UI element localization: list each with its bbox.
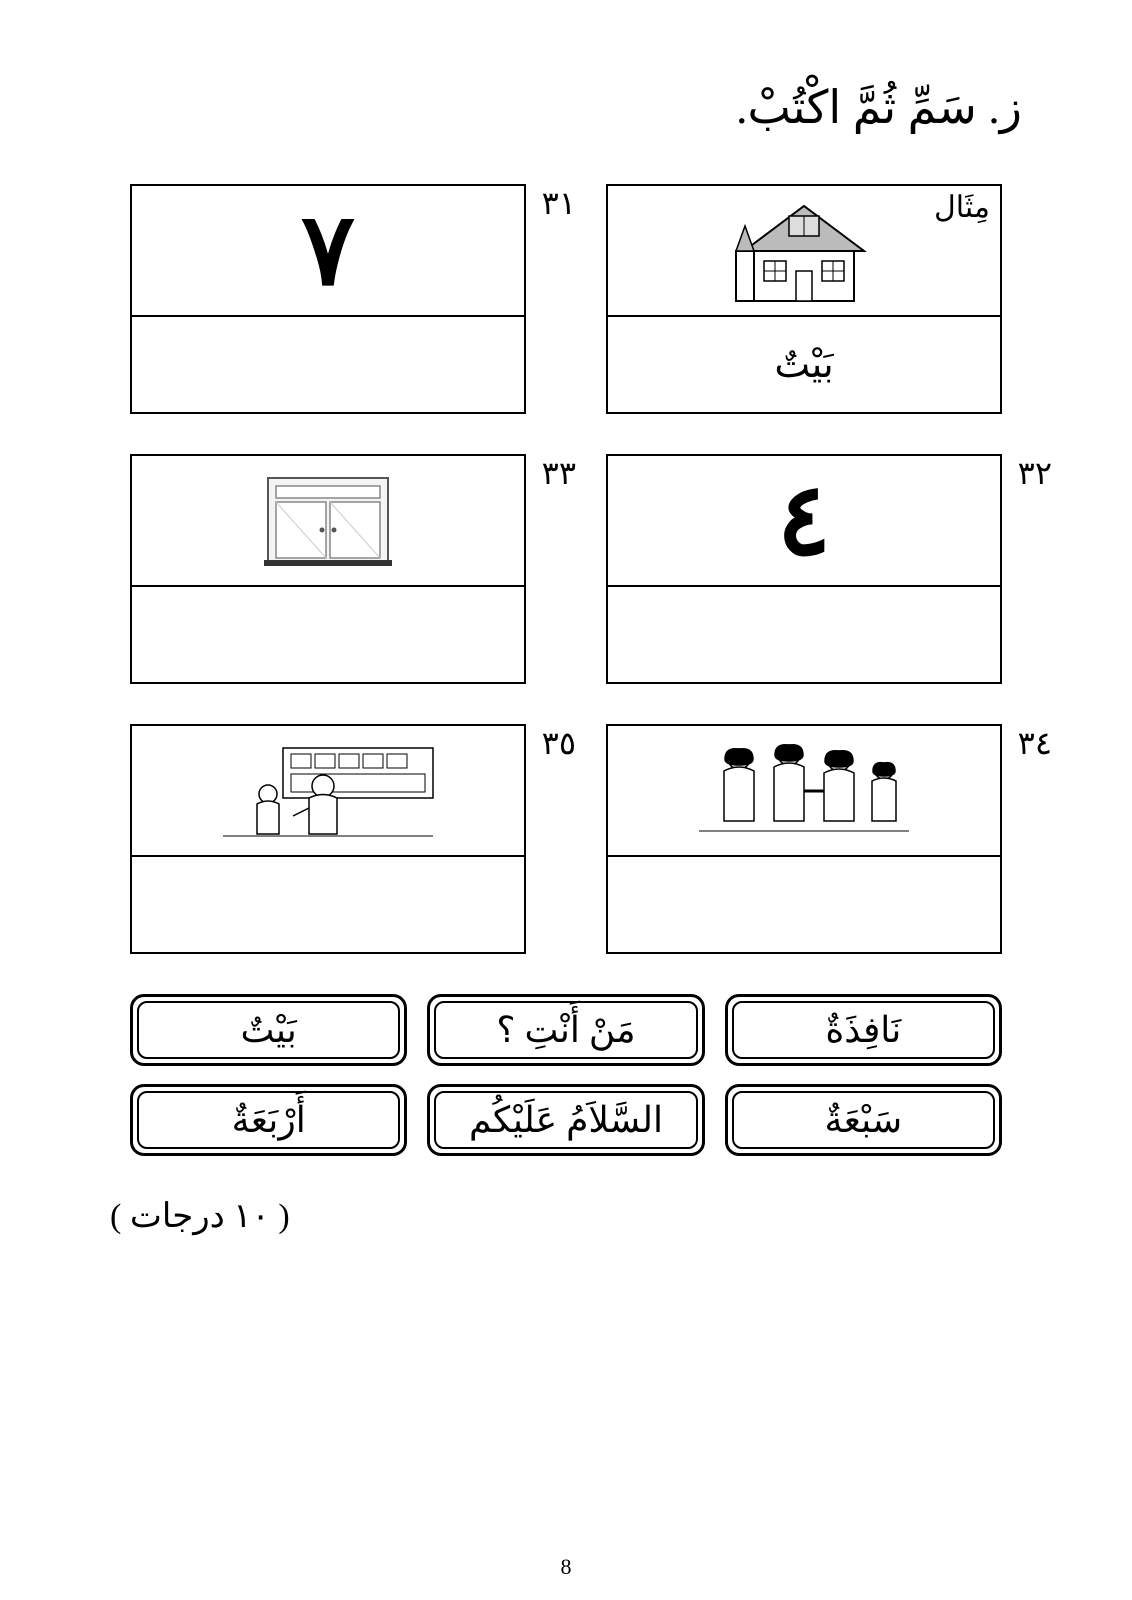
q31-image-area: ٧: [132, 186, 524, 317]
digit-seven: ٧: [301, 201, 355, 301]
word-chip: سَبْعَةٌ: [725, 1084, 1002, 1156]
q33-answer-blank[interactable]: [132, 587, 524, 682]
word-chip-label: مَنْ أَنْتِ ؟: [434, 1001, 697, 1059]
q32-answer-blank[interactable]: [608, 587, 1000, 682]
word-chip-label: بَيْتٌ: [137, 1001, 400, 1059]
q34-box: [606, 724, 1002, 954]
word-chip-label: سَبْعَةٌ: [732, 1091, 995, 1149]
who-are-you-icon: [213, 736, 443, 846]
cell-q35: ٣٥: [130, 724, 526, 954]
q32-box: ٤: [606, 454, 1002, 684]
q33-number: ٣٣: [542, 454, 576, 492]
q34-image-area: [608, 726, 1000, 857]
q33-image-area: [132, 456, 524, 587]
cell-q33: ٣٣: [130, 454, 526, 684]
cell-q34: ٣٤: [606, 724, 1002, 954]
cell-q32: ٣٢ ٤: [606, 454, 1002, 684]
word-chip-label: نَافِذَةٌ: [732, 1001, 995, 1059]
word-chip: نَافِذَةٌ: [725, 994, 1002, 1066]
word-chip-label: السَّلاَمُ عَلَيْكُم: [434, 1091, 697, 1149]
q31-number: ٣١: [542, 184, 576, 222]
q35-image-area: [132, 726, 524, 857]
word-chip-label: أَرْبَعَةٌ: [137, 1091, 400, 1149]
instruction-text: ز. سَمِّ ثُمَّ اكْتُبْ.: [100, 80, 1032, 134]
example-image-area: مِثَال: [608, 186, 1000, 317]
window-icon: [248, 466, 408, 576]
q35-box: [130, 724, 526, 954]
greeting-group-icon: [689, 731, 919, 851]
cell-example: مِثَال بَيْتٌ: [606, 184, 1002, 414]
word-chip: السَّلاَمُ عَلَيْكُم: [427, 1084, 704, 1156]
q32-image-area: ٤: [608, 456, 1000, 587]
example-answer: بَيْتٌ: [608, 317, 1000, 412]
house-icon: [704, 191, 904, 311]
word-chip: بَيْتٌ: [130, 994, 407, 1066]
worksheet-page: ز. سَمِّ ثُمَّ اكْتُبْ. مِثَال: [0, 0, 1132, 1600]
q33-box: [130, 454, 526, 684]
question-grid: مِثَال بَيْتٌ: [130, 184, 1002, 954]
marks-text: ( ١٠ درجات ): [100, 1196, 1032, 1236]
page-number: 8: [0, 1554, 1132, 1580]
q35-number: ٣٥: [542, 724, 576, 762]
example-box: مِثَال بَيْتٌ: [606, 184, 1002, 414]
word-chip: مَنْ أَنْتِ ؟: [427, 994, 704, 1066]
q32-number: ٣٢: [1018, 454, 1052, 492]
q35-answer-blank[interactable]: [132, 857, 524, 952]
q31-answer-blank[interactable]: [132, 317, 524, 412]
word-bank: نَافِذَةٌ مَنْ أَنْتِ ؟ بَيْتٌ سَبْعَةٌ …: [130, 994, 1002, 1156]
digit-four: ٤: [777, 471, 831, 571]
q31-box: ٧: [130, 184, 526, 414]
example-label: مِثَال: [934, 190, 990, 225]
q34-number: ٣٤: [1018, 724, 1052, 762]
cell-q31: ٣١ ٧: [130, 184, 526, 414]
q34-answer-blank[interactable]: [608, 857, 1000, 952]
word-chip: أَرْبَعَةٌ: [130, 1084, 407, 1156]
